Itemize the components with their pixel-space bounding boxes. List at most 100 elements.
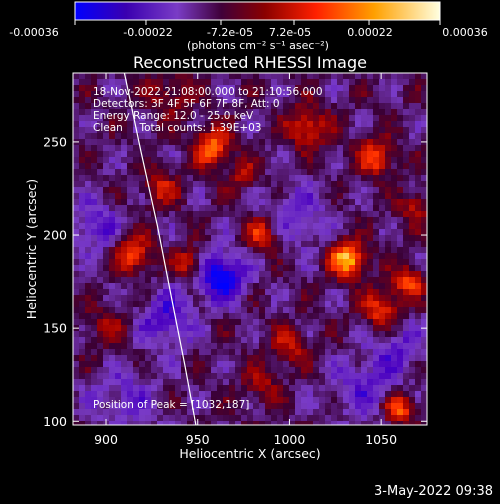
heatmap-cell: [397, 247, 403, 253]
heatmap-cell: [409, 217, 415, 223]
heatmap-cell: [217, 289, 223, 295]
heatmap-cell: [217, 211, 223, 217]
heatmap-cell: [229, 361, 235, 367]
heatmap-cell: [73, 217, 79, 223]
heatmap-cell: [169, 385, 175, 391]
heatmap-cell: [307, 391, 313, 397]
heatmap-cell: [79, 91, 85, 97]
heatmap-cell: [127, 319, 133, 325]
heatmap-cell: [415, 325, 421, 331]
heatmap-cell: [229, 283, 235, 289]
heatmap-cell: [421, 151, 427, 157]
heatmap-cell: [79, 403, 85, 409]
heatmap-cell: [283, 319, 289, 325]
heatmap-cell: [349, 235, 355, 241]
heatmap-cell: [199, 109, 205, 115]
heatmap-cell: [163, 145, 169, 151]
heatmap-cell: [115, 259, 121, 265]
heatmap-cell: [217, 247, 223, 253]
heatmap-cell: [403, 349, 409, 355]
heatmap-cell: [319, 127, 325, 133]
heatmap-cell: [247, 229, 253, 235]
heatmap-cell: [139, 337, 145, 343]
heatmap-cell: [337, 289, 343, 295]
heatmap-cell: [355, 121, 361, 127]
heatmap-cell: [121, 85, 127, 91]
heatmap-cell: [253, 421, 259, 425]
heatmap-cell: [223, 391, 229, 397]
heatmap-cell: [169, 259, 175, 265]
heatmap-cell: [193, 145, 199, 151]
heatmap-cell: [319, 91, 325, 97]
heatmap-cell: [229, 121, 235, 127]
heatmap-cell: [271, 253, 277, 259]
heatmap-cell: [211, 391, 217, 397]
heatmap-cell: [193, 223, 199, 229]
heatmap-cell: [373, 265, 379, 271]
heatmap-cell: [247, 397, 253, 403]
heatmap-cell: [205, 199, 211, 205]
heatmap-cell: [253, 241, 259, 247]
heatmap-cell: [379, 379, 385, 385]
heatmap-cell: [391, 253, 397, 259]
heatmap-cell: [241, 229, 247, 235]
heatmap-cell: [283, 133, 289, 139]
heatmap-cell: [349, 79, 355, 85]
heatmap-cell: [373, 349, 379, 355]
heatmap-cell: [175, 217, 181, 223]
heatmap-cell: [409, 187, 415, 193]
heatmap-cell: [289, 187, 295, 193]
heatmap-cell: [85, 325, 91, 331]
heatmap-cell: [85, 163, 91, 169]
heatmap-cell: [355, 295, 361, 301]
heatmap-cell: [127, 331, 133, 337]
heatmap-cell: [331, 337, 337, 343]
heatmap-cell: [301, 337, 307, 343]
heatmap-cell: [109, 139, 115, 145]
heatmap-cell: [73, 343, 79, 349]
heatmap-cell: [337, 397, 343, 403]
heatmap-cell: [157, 241, 163, 247]
heatmap-cell: [115, 235, 121, 241]
heatmap-cell: [313, 205, 319, 211]
heatmap-cell: [163, 175, 169, 181]
heatmap-cell: [397, 193, 403, 199]
heatmap-cell: [97, 271, 103, 277]
heatmap-cell: [289, 319, 295, 325]
heatmap-cell: [175, 163, 181, 169]
heatmap-cell: [271, 331, 277, 337]
heatmap-cell: [91, 349, 97, 355]
heatmap-cell: [145, 277, 151, 283]
heatmap-cell: [319, 259, 325, 265]
heatmap-cell: [193, 205, 199, 211]
heatmap-cell: [211, 91, 217, 97]
heatmap-cell: [265, 421, 271, 425]
heatmap-cell: [331, 121, 337, 127]
heatmap-cell: [139, 271, 145, 277]
heatmap-cell: [73, 403, 79, 409]
heatmap-cell: [409, 295, 415, 301]
heatmap-cell: [103, 235, 109, 241]
heatmap-cell: [241, 211, 247, 217]
heatmap-cell: [241, 379, 247, 385]
heatmap-cell: [187, 235, 193, 241]
heatmap-cell: [283, 385, 289, 391]
heatmap-cell: [385, 127, 391, 133]
heatmap-cell: [337, 343, 343, 349]
heatmap-cell: [205, 361, 211, 367]
heatmap-cell: [361, 211, 367, 217]
heatmap-cell: [217, 343, 223, 349]
heatmap-cell: [295, 421, 301, 425]
heatmap-cell: [403, 217, 409, 223]
heatmap-cell: [289, 91, 295, 97]
heatmap-cell: [409, 301, 415, 307]
heatmap-cell: [301, 223, 307, 229]
heatmap-cell: [247, 313, 253, 319]
heatmap-cell: [397, 253, 403, 259]
heatmap-cell: [409, 397, 415, 403]
heatmap-cell: [337, 409, 343, 415]
heatmap-cell: [223, 97, 229, 103]
heatmap-cell: [91, 343, 97, 349]
heatmap-cell: [205, 181, 211, 187]
heatmap-cell: [289, 199, 295, 205]
